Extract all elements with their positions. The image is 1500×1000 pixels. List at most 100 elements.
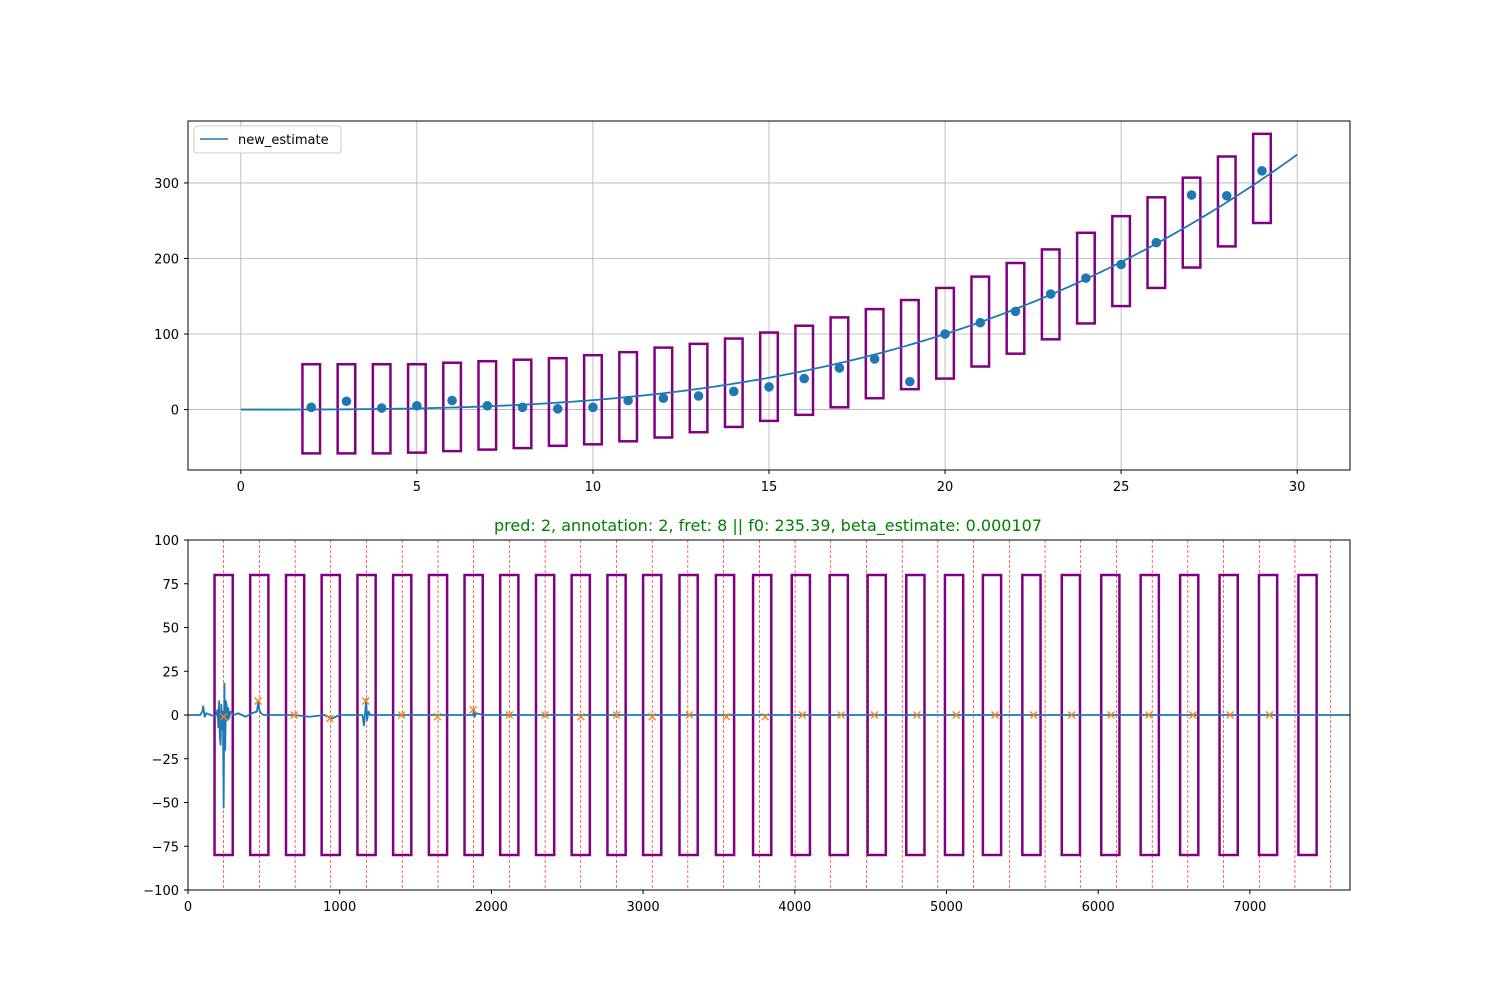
top-box-19	[970, 275, 991, 368]
bottom-chart: pred: 2, annotation: 2, fret: 8 || f0: 2…	[143, 516, 1351, 915]
bottom-xtick-label-0: 0	[184, 900, 192, 915]
top-point-1	[341, 396, 352, 407]
top-point-23	[1116, 259, 1126, 270]
bottom-peak-marker-15	[761, 712, 770, 721]
top-point-8	[588, 402, 598, 413]
top-point-7	[552, 404, 563, 414]
top-point-4	[447, 395, 457, 406]
legend-box	[193, 125, 342, 154]
legend-label-new-estimate: new_estimate	[238, 133, 329, 148]
bottom-peak-marker-4	[361, 697, 370, 705]
bottom-ytick-label-0: 100	[154, 534, 179, 549]
top-box-23	[1111, 214, 1132, 308]
bottom-peak-marker-9	[541, 711, 550, 719]
bottom-peak-marker-27	[1226, 711, 1235, 719]
bottom-ytick-label-2: 50	[162, 622, 179, 637]
top-box-21	[1040, 248, 1061, 341]
top-box-17	[899, 298, 920, 391]
bottom-peak-marker-8	[505, 711, 514, 719]
bottom-xtick-label-4: 4000	[778, 900, 811, 915]
top-point-17	[905, 376, 915, 387]
bottom-signal-layer	[188, 682, 1350, 809]
bottom-peak-marker-7	[469, 705, 478, 714]
series-signal-line	[188, 682, 1350, 809]
top-point-27	[1257, 166, 1267, 176]
top-xtick-label-2: 10	[585, 480, 602, 495]
top-point-19	[975, 317, 986, 328]
bottom-x-ticks: 0 1000 2000 3000 4000 5000 6000 7000	[184, 890, 1266, 915]
top-point-20	[1010, 306, 1021, 317]
top-x-ticks: 0 5 10 15 20 25 30	[237, 470, 1306, 495]
top-point-22	[1081, 273, 1091, 283]
top-point-6	[517, 402, 528, 413]
top-point-5	[482, 400, 493, 411]
bottom-peak-marker-28	[1265, 711, 1274, 719]
bottom-ytick-label-1: 75	[162, 578, 179, 593]
top-box-24	[1146, 196, 1167, 290]
bottom-peak-marker-26	[1189, 711, 1197, 719]
bottom-peak-marker-20	[952, 711, 961, 719]
top-xtick-label-0: 0	[237, 480, 245, 495]
top-box-14	[794, 324, 815, 417]
top-legend: new_estimate	[193, 125, 342, 154]
bottom-peak-marker-5	[397, 711, 406, 719]
top-point-26	[1221, 190, 1232, 201]
bottom-ytick-label-4: 0	[171, 709, 179, 724]
bottom-chart-title: pred: 2, annotation: 2, fret: 8 || f0: 2…	[494, 516, 1042, 536]
top-point-11	[693, 391, 704, 401]
bottom-peak-marker-0	[219, 712, 228, 721]
bottom-xtick-label-7: 7000	[1233, 900, 1266, 915]
bottom-xtick-label-5: 5000	[930, 900, 963, 915]
top-xtick-label-1: 5	[413, 480, 421, 495]
bottom-peak-marker-24	[1107, 711, 1116, 719]
top-point-0	[306, 402, 317, 413]
top-ytick-label-3: 300	[154, 177, 179, 192]
top-point-16	[869, 354, 880, 364]
top-ytick-label-0: 0	[171, 404, 179, 419]
top-point-25	[1186, 190, 1197, 200]
top-y-ticks: 0 100 200 300	[154, 177, 188, 419]
top-xtick-label-5: 25	[1113, 480, 1130, 495]
bottom-ytick-label-7: −75	[152, 840, 179, 855]
bottom-peak-marker-25	[1145, 711, 1153, 719]
top-point-21	[1045, 289, 1056, 299]
bottom-ytick-label-5: −25	[152, 753, 179, 768]
top-point-2	[376, 403, 387, 413]
bottom-xtick-label-6: 6000	[1082, 900, 1115, 915]
bottom-peak-marker-11	[612, 711, 621, 719]
top-chart: 0 5 10 15 20 25 30 0 100 200 300 new_estimate	[154, 120, 1351, 495]
top-xtick-label-6: 30	[1289, 480, 1306, 495]
bottom-y-ticks: 100 75 50 25 0 −25 −50 −75 −100	[143, 534, 188, 899]
bottom-peak-marker-12	[648, 712, 657, 721]
top-points	[306, 166, 1267, 414]
bottom-peak-marker-13	[685, 711, 694, 719]
bottom-ytick-label-3: 25	[162, 665, 179, 680]
top-point-15	[834, 363, 845, 373]
top-point-9	[623, 395, 633, 406]
bottom-peak-marker-2	[290, 711, 299, 719]
bottom-ytick-label-8: −100	[143, 884, 179, 899]
bottom-xtick-label-1: 1000	[323, 900, 356, 915]
bottom-peak-marker-14	[722, 712, 731, 721]
top-box-26	[1216, 155, 1237, 248]
top-box-20	[1005, 261, 1026, 355]
top-box-15	[829, 316, 850, 409]
top-point-10	[658, 393, 669, 404]
top-box-25	[1181, 176, 1202, 269]
top-box-22	[1075, 231, 1096, 325]
top-point-24	[1151, 237, 1162, 248]
top-boxes	[301, 132, 1273, 455]
bottom-xtick-label-3: 3000	[627, 900, 660, 915]
bottom-peak-marker-22	[1029, 711, 1038, 719]
top-xtick-label-3: 15	[761, 480, 778, 495]
top-point-18	[940, 329, 950, 339]
bottom-peak-marker-23	[1067, 711, 1076, 719]
bottom-peak-marker-21	[991, 711, 999, 719]
top-box-16	[864, 307, 885, 400]
top-point-13	[764, 382, 774, 392]
bottom-peak-marker-16	[798, 711, 807, 719]
top-point-12	[728, 386, 739, 397]
bottom-peaks	[219, 697, 1274, 723]
top-box-18	[935, 286, 956, 380]
